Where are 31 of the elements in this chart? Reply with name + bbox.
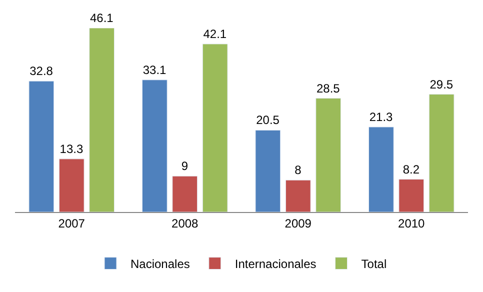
data-label: 42.1 <box>203 26 227 41</box>
x-tick-label: 2008 <box>172 216 199 230</box>
data-label: 21.3 <box>369 110 394 124</box>
bar <box>202 44 228 212</box>
bar <box>28 80 54 212</box>
bar <box>89 28 115 212</box>
data-label: 46.1 <box>90 11 114 25</box>
bar <box>142 80 168 212</box>
legend-label: Total <box>361 256 387 271</box>
legend-label: Nacionales <box>130 256 190 271</box>
legend-label: Internacionales <box>234 256 316 271</box>
data-label: 8 <box>294 163 302 178</box>
data-label: 29.5 <box>430 77 454 92</box>
bar <box>255 130 281 212</box>
bar <box>428 94 454 212</box>
data-label: 9 <box>181 159 188 174</box>
bar <box>398 179 424 212</box>
x-tick-label: 2010 <box>398 216 426 230</box>
data-label: 32.8 <box>30 64 54 78</box>
data-label: 8.2 <box>402 162 420 176</box>
data-label: 28.5 <box>316 81 340 96</box>
data-label: 13.3 <box>60 142 84 156</box>
bar <box>316 98 342 212</box>
x-tick-label: 2009 <box>284 216 312 230</box>
data-label: 20.5 <box>256 113 280 128</box>
bar <box>172 176 198 212</box>
bar <box>368 126 394 212</box>
bar <box>58 158 84 212</box>
bar <box>285 180 311 212</box>
data-label: 33.1 <box>142 62 167 77</box>
x-tick-label: 2007 <box>58 216 86 230</box>
